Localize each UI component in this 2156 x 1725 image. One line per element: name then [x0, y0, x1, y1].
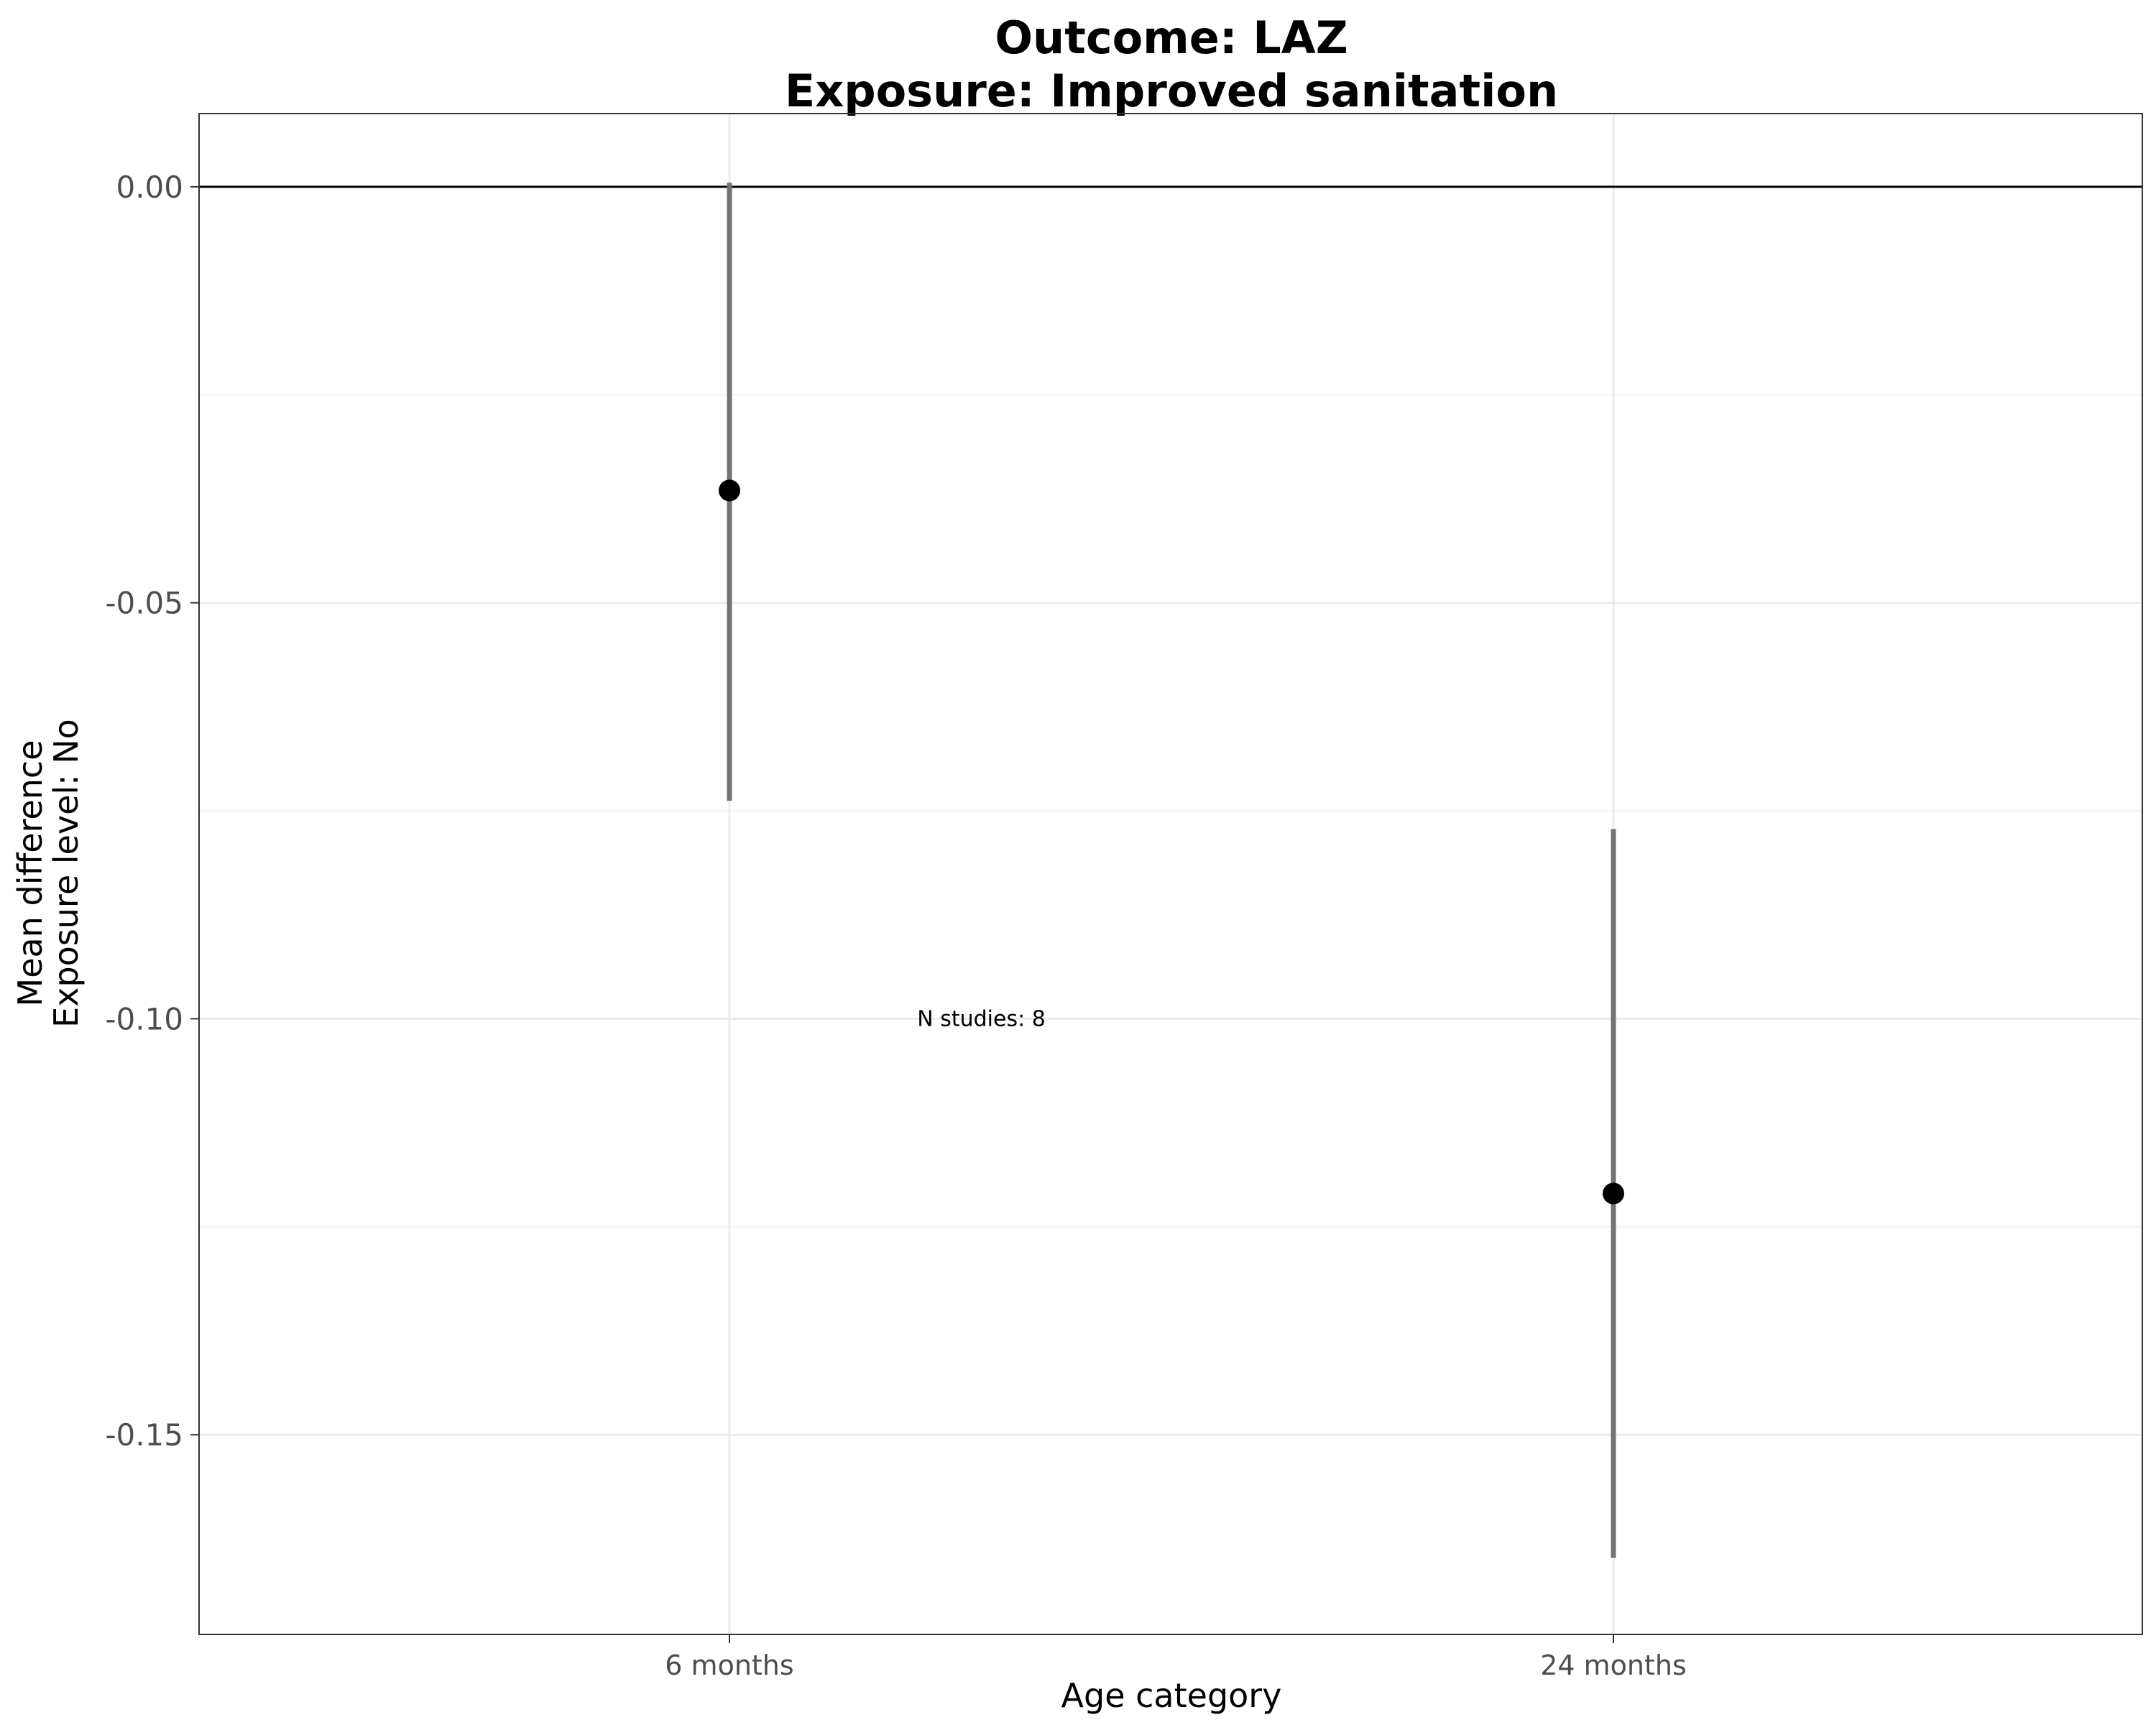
errorbars: [727, 183, 1616, 1558]
chart-title-line2: Exposure: Improved sanitation: [785, 65, 1558, 117]
points: [719, 479, 1624, 1205]
panel-border: [198, 113, 2143, 1635]
x-axis-label: Age category: [1061, 1676, 1282, 1715]
point-1: [719, 479, 740, 502]
y-tick-label: -0.10: [105, 1001, 183, 1036]
grid: [199, 114, 2142, 1634]
y-axis-label-line1: Mean difference: [11, 740, 50, 1007]
x-tick-label: 6 months: [665, 1650, 793, 1681]
x-tick-label: 24 months: [1540, 1650, 1687, 1681]
y-tick-label: 0.00: [116, 170, 183, 205]
x-axis-ticks: 6 months 24 months: [665, 1634, 1687, 1681]
y-axis-label-line2: Exposure level: No: [47, 719, 86, 1028]
y-tick-label: -0.05: [105, 586, 183, 621]
y-axis-ticks: 0.00 -0.05 -0.10 -0.15: [105, 170, 199, 1453]
point-2: [1603, 1182, 1624, 1205]
chart-title-line1: Outcome: LAZ: [995, 12, 1348, 64]
annotation-n-studies: N studies: 8: [917, 1006, 1046, 1031]
y-tick-label: -0.15: [105, 1417, 183, 1453]
